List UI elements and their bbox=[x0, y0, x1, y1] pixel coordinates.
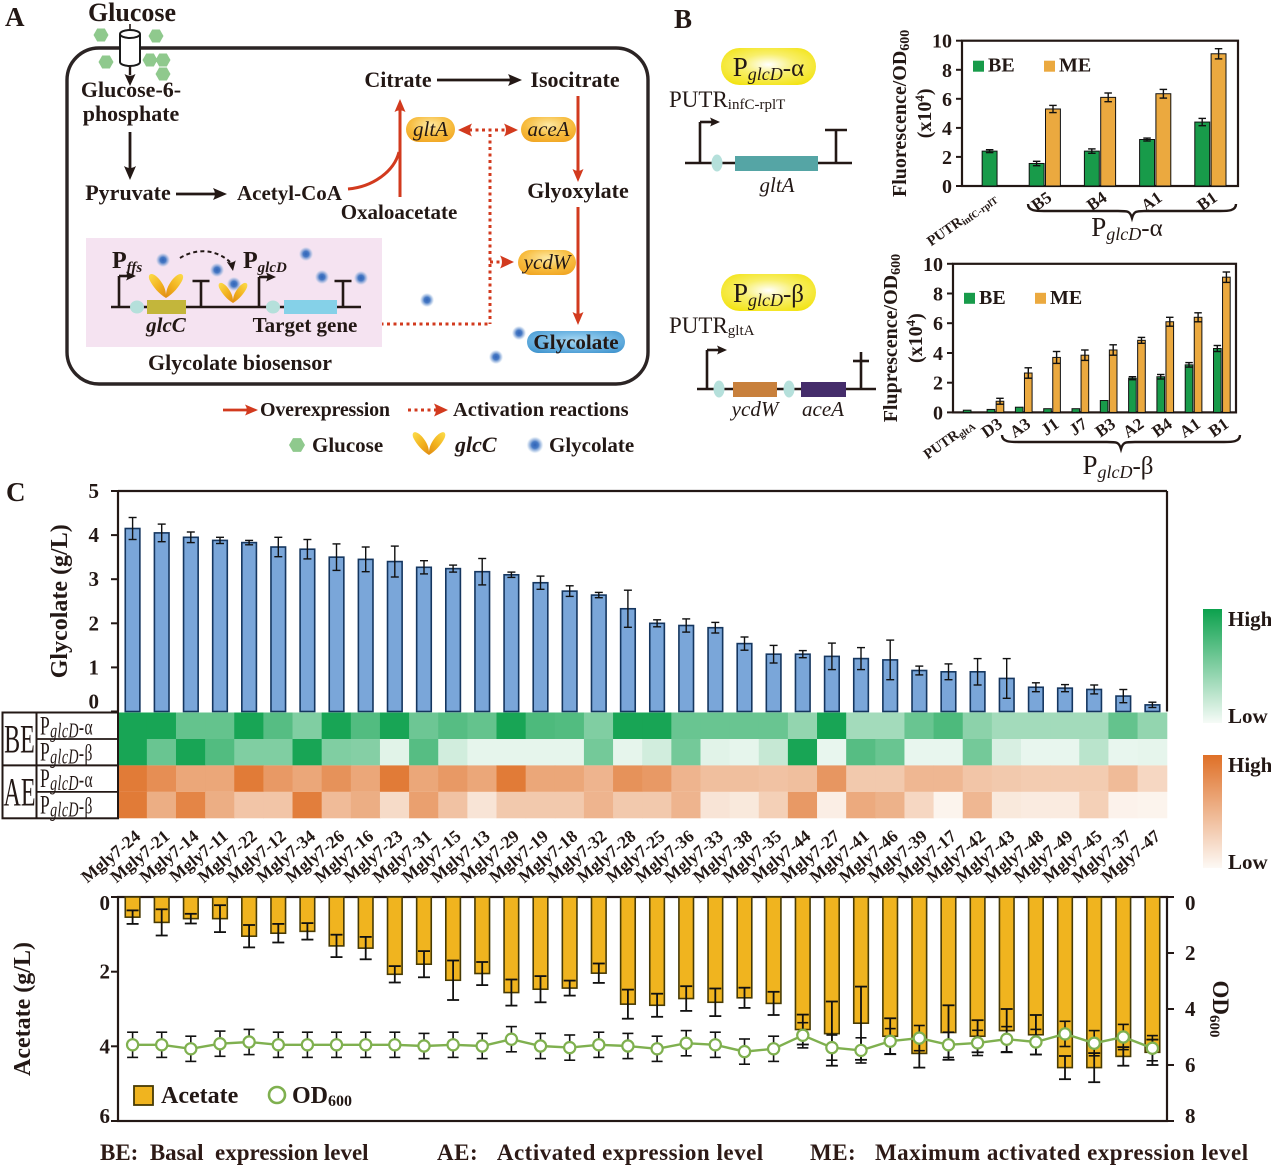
svg-text:AE: Activated expression lev: AE: Activated expression level bbox=[437, 1140, 764, 1165]
svg-text:(x104): (x104) bbox=[903, 313, 927, 363]
svg-text:4: 4 bbox=[100, 1034, 111, 1058]
svg-text:Glucose-6-: Glucose-6- bbox=[81, 77, 181, 102]
svg-text:8: 8 bbox=[1185, 1104, 1196, 1128]
svg-text:Glycolate: Glycolate bbox=[533, 330, 618, 354]
svg-text:5: 5 bbox=[89, 479, 100, 503]
svg-text:Citrate: Citrate bbox=[364, 67, 431, 92]
svg-text:BE: Basal expression level: BE: Basal expression level bbox=[100, 1140, 369, 1165]
svg-text:8: 8 bbox=[942, 60, 952, 82]
svg-text:Low: Low bbox=[1228, 850, 1269, 874]
svg-text:BE: BE bbox=[979, 287, 1006, 309]
svg-text:Overexpression: Overexpression bbox=[260, 399, 390, 421]
svg-text:ycdW: ycdW bbox=[522, 250, 573, 274]
svg-text:OD600: OD600 bbox=[1206, 981, 1233, 1038]
svg-text:4: 4 bbox=[933, 343, 943, 365]
svg-text:Glycolate biosensor: Glycolate biosensor bbox=[148, 350, 332, 375]
svg-text:0: 0 bbox=[1185, 891, 1196, 915]
svg-text:3: 3 bbox=[89, 567, 100, 591]
svg-text:10: 10 bbox=[923, 254, 943, 276]
svg-text:ME: Maximum activated expres: ME: Maximum activated expression level bbox=[810, 1140, 1249, 1165]
svg-text:2: 2 bbox=[942, 147, 952, 169]
svg-text:Glycolate: Glycolate bbox=[549, 433, 634, 457]
svg-text:aceA: aceA bbox=[528, 117, 570, 141]
svg-text:Glucose: Glucose bbox=[312, 433, 383, 457]
svg-text:phosphate: phosphate bbox=[83, 101, 180, 126]
svg-text:Low: Low bbox=[1228, 704, 1269, 728]
svg-text:10: 10 bbox=[932, 31, 952, 53]
svg-text:Glyoxylate: Glyoxylate bbox=[527, 178, 629, 203]
svg-text:High: High bbox=[1228, 753, 1271, 777]
svg-text:gltA: gltA bbox=[413, 117, 448, 141]
svg-text:4: 4 bbox=[89, 523, 100, 547]
svg-text:4: 4 bbox=[942, 118, 952, 140]
svg-text:glcC: glcC bbox=[145, 313, 187, 337]
svg-text:Isocitrate: Isocitrate bbox=[530, 67, 619, 92]
svg-text:AE: AE bbox=[4, 770, 36, 815]
svg-text:0: 0 bbox=[933, 402, 943, 424]
svg-text:6: 6 bbox=[942, 89, 952, 111]
svg-text:ME: ME bbox=[1059, 55, 1091, 77]
svg-text:Acetate (g/L): Acetate (g/L) bbox=[10, 942, 36, 1076]
svg-text:BE: BE bbox=[988, 55, 1015, 77]
svg-text:aceA: aceA bbox=[802, 397, 844, 421]
svg-text:Fluorescence/OD600: Fluorescence/OD600 bbox=[889, 30, 913, 197]
svg-text:(x104): (x104) bbox=[912, 88, 936, 138]
svg-text:6: 6 bbox=[933, 313, 943, 335]
svg-text:Fluprescence/OD600: Fluprescence/OD600 bbox=[880, 254, 904, 422]
svg-text:ycdW: ycdW bbox=[730, 397, 781, 421]
svg-text:1: 1 bbox=[89, 655, 100, 679]
svg-text:A: A bbox=[5, 2, 25, 32]
svg-text:C: C bbox=[6, 477, 26, 507]
svg-text:Glycolate (g/L): Glycolate (g/L) bbox=[47, 524, 73, 678]
svg-text:BE: BE bbox=[4, 717, 35, 762]
svg-text:0: 0 bbox=[89, 690, 100, 714]
svg-text:glcC: glcC bbox=[454, 432, 497, 457]
svg-text:ME: ME bbox=[1050, 287, 1082, 309]
svg-text:Acetyl-CoA: Acetyl-CoA bbox=[237, 181, 343, 205]
svg-text:8: 8 bbox=[933, 284, 943, 306]
svg-text:Activation reactions: Activation reactions bbox=[453, 399, 629, 421]
svg-text:2: 2 bbox=[1185, 941, 1196, 965]
svg-text:Glucose: Glucose bbox=[88, 0, 176, 27]
svg-text:0: 0 bbox=[100, 891, 111, 915]
svg-text:2: 2 bbox=[100, 960, 111, 984]
svg-text:0: 0 bbox=[942, 176, 952, 198]
svg-text:2: 2 bbox=[89, 611, 100, 635]
svg-text:PglcD-β: PglcD-β bbox=[733, 278, 804, 310]
svg-text:B: B bbox=[674, 4, 692, 34]
svg-text:Target gene: Target gene bbox=[253, 313, 358, 337]
svg-text:4: 4 bbox=[1185, 997, 1196, 1021]
svg-text:Acetate: Acetate bbox=[161, 1083, 239, 1109]
svg-text:Pyruvate: Pyruvate bbox=[85, 180, 171, 205]
svg-text:High: High bbox=[1228, 607, 1271, 631]
svg-text:6: 6 bbox=[1185, 1053, 1196, 1077]
svg-text:Oxaloacetate: Oxaloacetate bbox=[341, 200, 458, 224]
svg-text:6: 6 bbox=[100, 1104, 111, 1128]
svg-text:gltA: gltA bbox=[760, 173, 795, 197]
svg-text:2: 2 bbox=[933, 373, 943, 395]
svg-text:PglcD: PglcD bbox=[243, 248, 287, 276]
